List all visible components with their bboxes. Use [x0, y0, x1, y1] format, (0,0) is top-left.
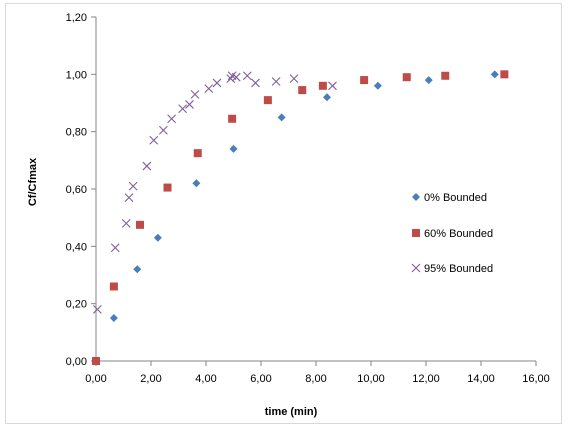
y-tick-label: 0,80: [66, 127, 87, 139]
series-x: [92, 71, 337, 314]
data-point: [298, 86, 307, 95]
data-point: [92, 357, 100, 365]
y-tick-label: 1,20: [66, 12, 87, 24]
data-point: [424, 76, 433, 85]
y-tick-label: 0,20: [66, 299, 87, 311]
series-square: [92, 70, 509, 365]
data-point: [109, 314, 118, 322]
data-point: [289, 74, 299, 84]
data-point: [153, 233, 162, 242]
data-point: [142, 161, 152, 171]
x-tick-label: 10,00: [357, 373, 385, 385]
x-axis-title: time (min): [265, 406, 318, 418]
data-marks: [92, 70, 509, 365]
y-tick-label: 0,60: [66, 184, 87, 196]
legend-label: 95% Bounded: [424, 263, 493, 275]
data-point: [128, 181, 138, 191]
axes: 0,00 0,20 0,40 0,60 0,80 1,00 1,20 0,00 2,00 4,00…: [66, 12, 550, 385]
data-point: [110, 243, 120, 253]
data-point: [149, 135, 159, 145]
data-point: [136, 220, 144, 229]
data-point: [500, 70, 509, 79]
data-point: [109, 282, 118, 291]
x-tick-label: 8,00: [305, 373, 326, 385]
data-point: [167, 114, 177, 124]
legend-marker: [412, 229, 420, 237]
data-point: [190, 90, 200, 99]
y-tick-label: 1,00: [66, 69, 87, 81]
data-point: [163, 183, 172, 192]
data-point: [185, 100, 194, 109]
data-point: [193, 149, 202, 158]
series-diamond: [92, 70, 499, 365]
data-point: [360, 76, 369, 85]
data-point: [121, 219, 131, 228]
legend: 0% Bounded 60% Bounded 95% Bounded: [411, 192, 493, 275]
data-point: [92, 305, 102, 314]
data-point: [133, 265, 142, 274]
x-tick-label: 6,00: [250, 373, 271, 385]
legend-label: 60% Bounded: [424, 228, 493, 240]
x-tick-label: 14,00: [467, 373, 495, 385]
data-point: [228, 114, 237, 123]
y-tick-label: 0,00: [66, 356, 87, 368]
data-point: [226, 74, 236, 84]
data-point: [277, 113, 286, 122]
y-axis-title: Cf/Cfmax: [27, 157, 39, 206]
data-point: [373, 81, 382, 90]
scatter-chart: 0,00 0,20 0,40 0,60 0,80 1,00 1,20 0,00 2,00 4,00…: [27, 12, 550, 418]
data-point: [192, 179, 201, 188]
data-point: [323, 93, 331, 102]
legend-label: 0% Bounded: [424, 192, 487, 204]
data-point: [158, 125, 168, 135]
data-point: [212, 78, 222, 88]
data-point: [204, 84, 214, 94]
chart-frame: 0,00 0,20 0,40 0,60 0,80 1,00 1,20 0,00 2,00 4,00…: [5, 3, 562, 424]
data-point: [490, 70, 499, 79]
data-point: [124, 193, 134, 202]
data-point: [229, 144, 238, 153]
data-point: [441, 71, 450, 80]
x-tick-label: 2,00: [140, 373, 161, 385]
data-point: [328, 81, 337, 91]
x-tick-label: 0,00: [85, 373, 106, 385]
x-tick-label: 12,00: [412, 373, 440, 385]
data-point: [178, 104, 188, 114]
x-tick-label: 16,00: [522, 373, 550, 385]
data-point: [231, 72, 241, 82]
y-tick-label: 0,40: [66, 241, 87, 253]
legend-marker: [411, 263, 421, 273]
data-point: [263, 96, 272, 105]
data-point: [402, 73, 411, 82]
x-tick-label: 4,00: [195, 373, 216, 385]
data-point: [242, 71, 252, 81]
legend-marker: [412, 193, 420, 201]
data-point: [251, 78, 260, 88]
data-point: [271, 77, 281, 86]
data-point: [318, 81, 327, 90]
